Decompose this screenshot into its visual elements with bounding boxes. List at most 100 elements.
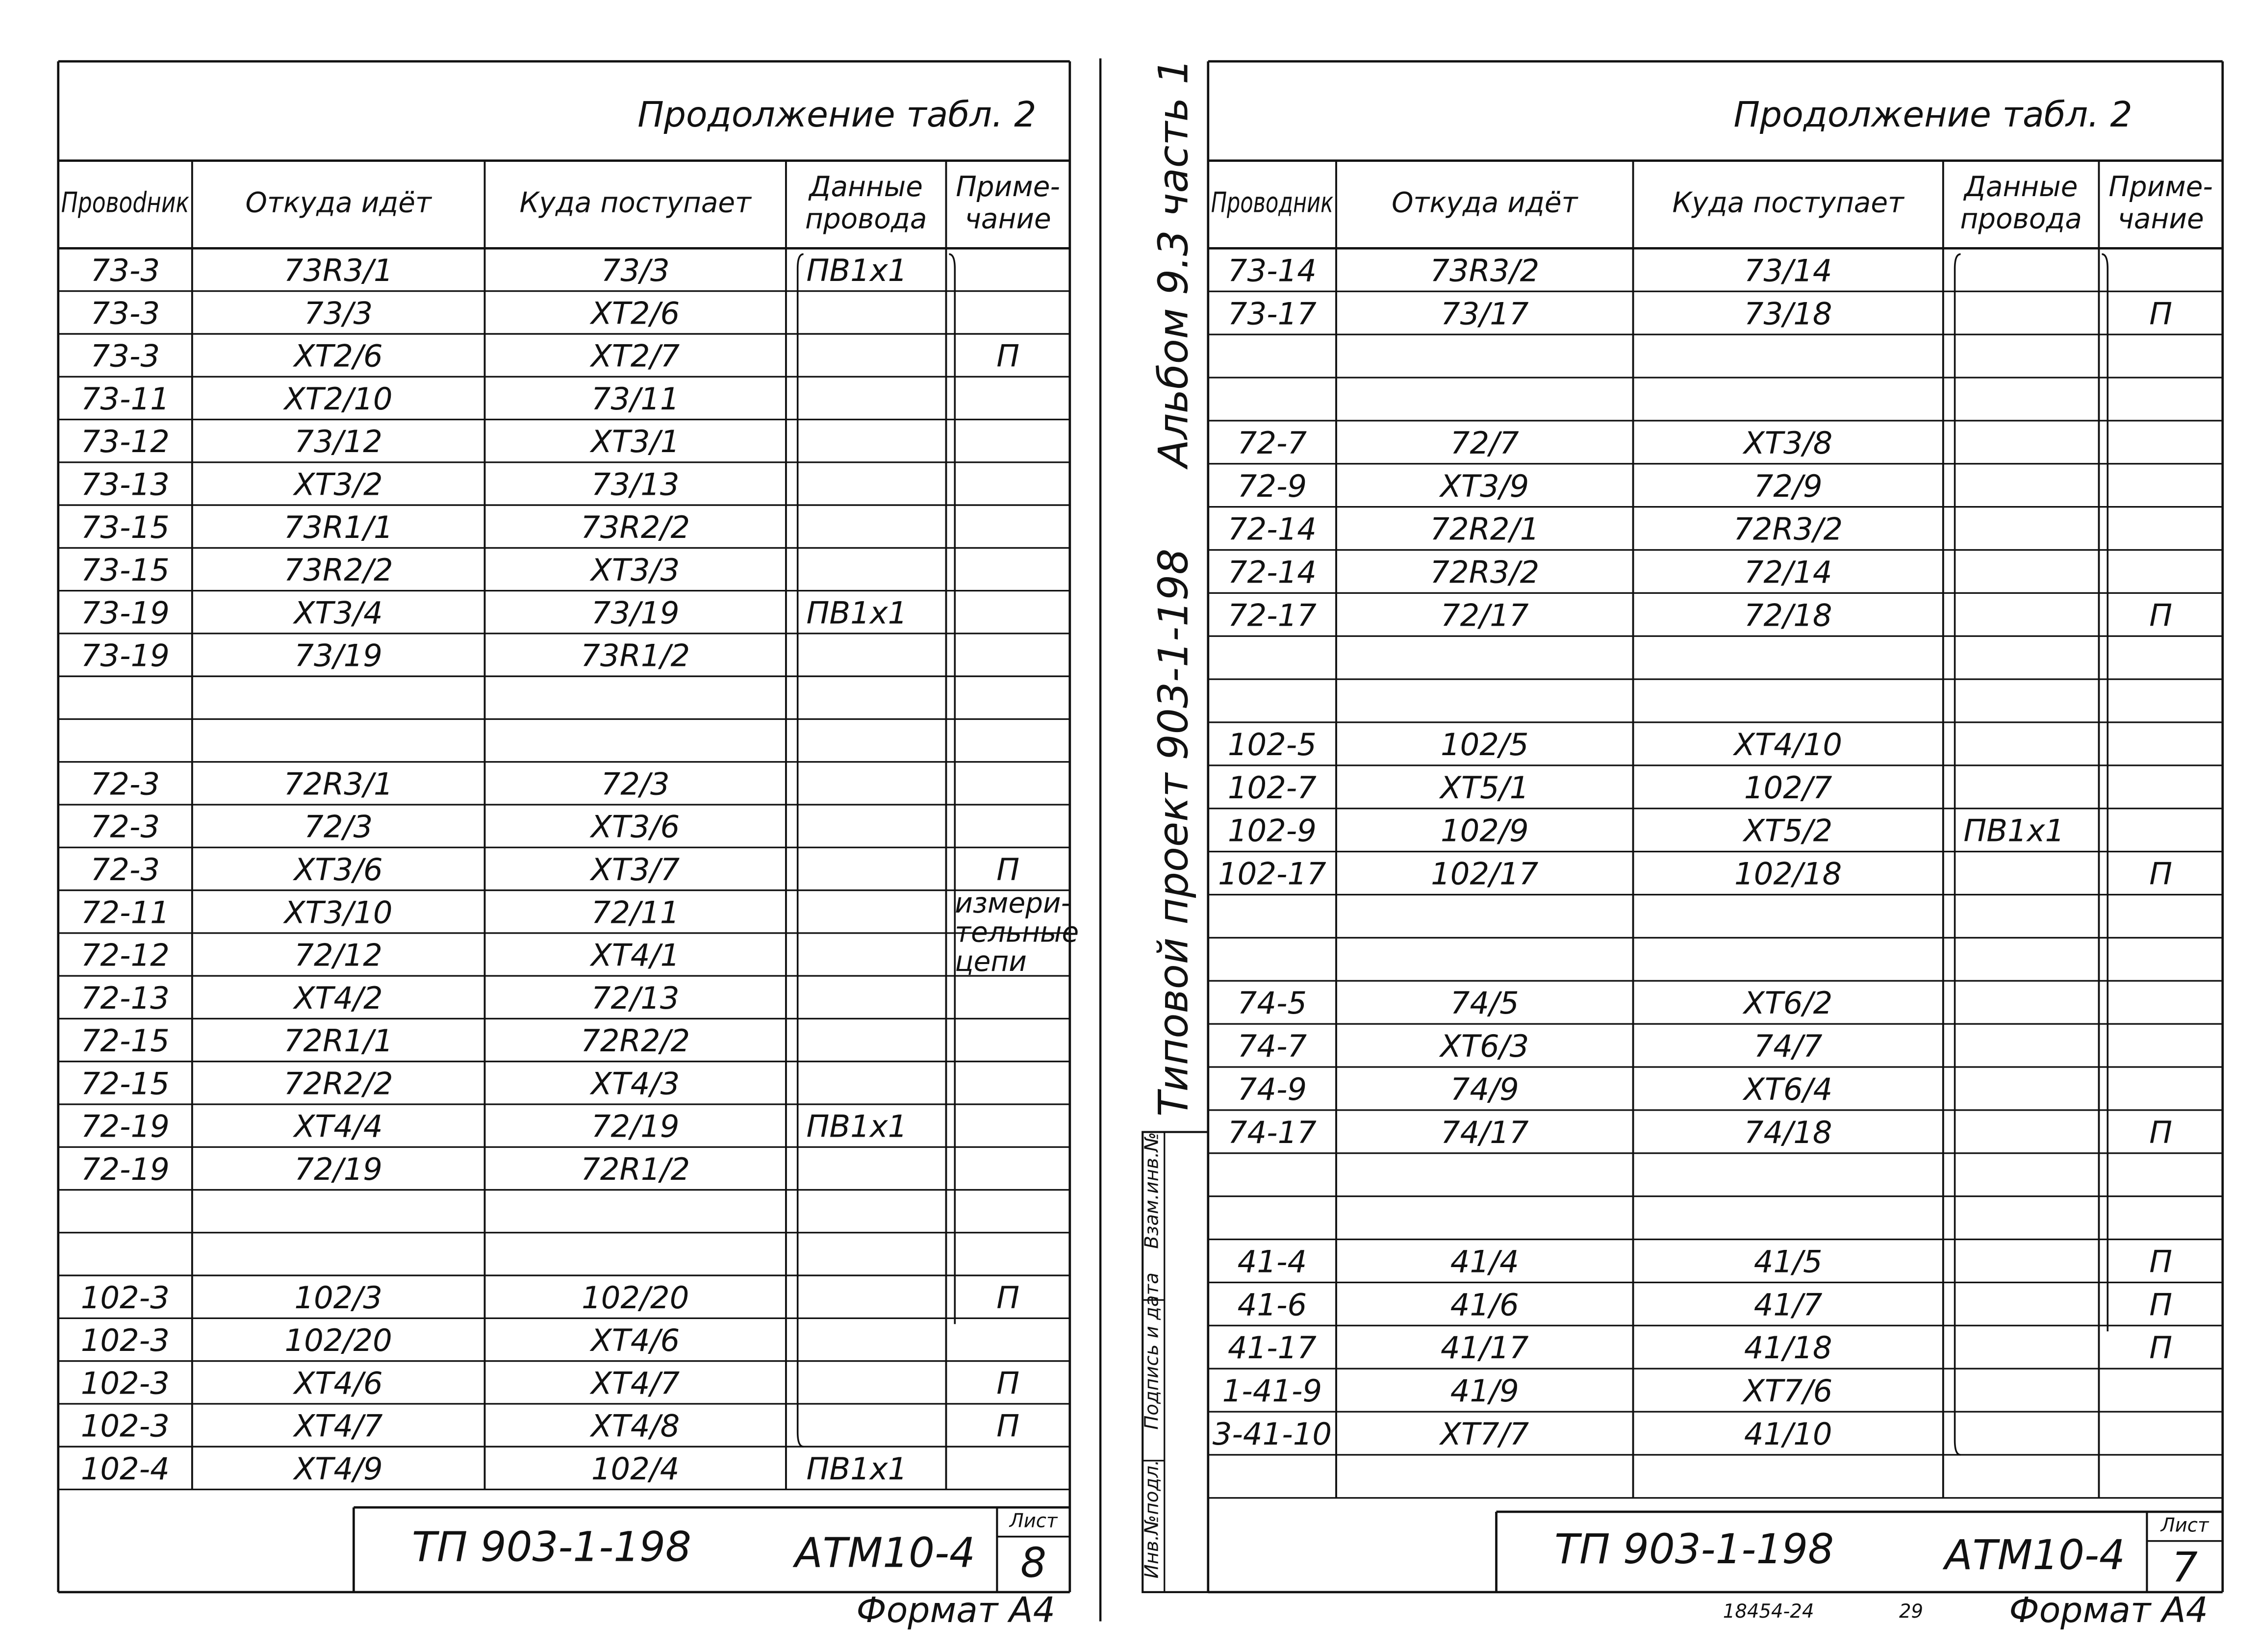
cell: ХТ7/7 — [1439, 1416, 1529, 1452]
cell: 72-19 — [81, 1109, 170, 1144]
side-stamp — [1142, 1131, 1209, 1593]
cell: 73-13 — [81, 466, 170, 502]
cell: ХТ3/8 — [1742, 425, 1832, 461]
cell: 72/13 — [591, 980, 680, 1016]
column-header: Проводник — [1211, 187, 1333, 219]
bracket — [1954, 253, 1961, 1456]
column-header: Откуда идёт — [246, 187, 432, 219]
cell: 73R2/2 — [581, 509, 690, 545]
cell: 73/13 — [591, 466, 680, 502]
footer-number: 18454-24 — [1723, 1601, 1814, 1623]
cell: 72/11 — [591, 894, 680, 930]
cell: ХТ6/2 — [1742, 985, 1832, 1021]
cell: 72-11 — [81, 894, 170, 930]
cell: 102-7 — [1228, 770, 1317, 806]
cell: 72-13 — [81, 980, 170, 1016]
column-header: Откуда идёт — [1392, 187, 1578, 219]
cell: 72R3/1 — [284, 766, 393, 802]
cell: 73-17 — [1228, 296, 1317, 331]
cell: 72-14 — [1228, 554, 1317, 590]
cell: 73/3 — [304, 295, 373, 331]
cell: 41-6 — [1238, 1287, 1307, 1322]
cell: П — [996, 852, 1019, 888]
cell: 74/9 — [1450, 1071, 1519, 1107]
column-header: Провоdник — [61, 187, 189, 219]
cell: 73-3 — [91, 295, 160, 331]
cell: 72/19 — [294, 1151, 382, 1187]
cell: 102/20 — [582, 1280, 689, 1316]
cell: 41/10 — [1744, 1416, 1832, 1452]
cell: 72/12 — [294, 937, 382, 973]
cell: 72-3 — [91, 852, 160, 888]
cell: П — [2149, 1244, 2172, 1279]
bracket — [2102, 253, 2109, 1332]
format: Формат А4 — [856, 1590, 1055, 1630]
cell: 73-12 — [81, 424, 170, 459]
cell: 41/5 — [1754, 1244, 1823, 1279]
cell: 72R2/1 — [1430, 511, 1539, 547]
column-header: Приме- — [956, 171, 1060, 203]
cell: ХТ4/4 — [293, 1109, 383, 1144]
cell: 102/20 — [285, 1322, 392, 1358]
cell: 72-3 — [91, 809, 160, 845]
cell: П — [2149, 1115, 2172, 1150]
cell: 102-9 — [1228, 813, 1317, 849]
cell: 73R1/1 — [284, 509, 393, 545]
cell: 73-3 — [91, 253, 160, 288]
cell: ХТ3/3 — [589, 552, 680, 588]
column-header: провода — [1960, 203, 2081, 235]
cell: 72-12 — [81, 937, 170, 973]
cell: 72/9 — [1754, 468, 1823, 504]
cell: 72R2/2 — [284, 1066, 393, 1101]
cell: ХТ2/6 — [589, 295, 680, 331]
cell: 102/5 — [1441, 727, 1529, 762]
cell: 73-3 — [91, 338, 160, 374]
cell: ХТ3/9 — [1439, 468, 1529, 504]
cell: 73R3/1 — [284, 253, 393, 288]
sheet-label: Лист — [1009, 1510, 1058, 1532]
cell: П — [996, 1408, 1019, 1444]
cell: ХТ4/2 — [293, 980, 383, 1016]
column-header: Приме- — [2108, 171, 2212, 203]
cell: 102-4 — [81, 1451, 170, 1487]
cell: ХТ3/4 — [293, 595, 383, 631]
cell: 73-19 — [81, 595, 170, 631]
note: цепи — [955, 946, 1027, 978]
cell: 102-3 — [81, 1408, 170, 1444]
cell: ХТ2/6 — [293, 338, 383, 374]
cell: П — [996, 1365, 1019, 1401]
format: Формат А4 — [2009, 1590, 2208, 1630]
bracket — [949, 253, 956, 1324]
cell: 72/18 — [1744, 597, 1832, 633]
cell: 74/5 — [1450, 985, 1519, 1021]
side-stamp-label: Взам.инв.№ — [1141, 1132, 1163, 1249]
cell: 72/19 — [591, 1109, 680, 1144]
column-header: чание — [2118, 203, 2204, 235]
column-header: Куда поступает — [520, 187, 752, 219]
cell: 102-5 — [1228, 727, 1317, 762]
cell: 72/3 — [601, 766, 670, 802]
cell: 73R3/2 — [1430, 253, 1539, 288]
cell: ХТ4/1 — [589, 937, 680, 973]
cell: 1-41-9 — [1222, 1373, 1322, 1409]
cell: ПВ1х1 — [807, 1109, 908, 1144]
cell: 102-3 — [81, 1365, 170, 1401]
cell: ХТ5/1 — [1439, 770, 1529, 806]
footer-number: 29 — [1899, 1601, 1923, 1623]
cell: 73-11 — [81, 381, 170, 417]
cell: ПВ1х1 — [807, 1451, 908, 1487]
cell: ХТ3/6 — [589, 809, 680, 845]
cell: 41/6 — [1450, 1287, 1519, 1322]
stamp-project: ТП 903-1-198 — [412, 1523, 691, 1571]
stamp-project: ТП 903-1-198 — [1554, 1525, 1834, 1573]
cell: 41-17 — [1228, 1330, 1317, 1366]
cell: ХТ4/6 — [293, 1365, 383, 1401]
cell: 72-15 — [81, 1066, 170, 1101]
cell: 41/9 — [1450, 1373, 1519, 1409]
cell: 73/11 — [591, 381, 680, 417]
cell: 102-3 — [81, 1280, 170, 1316]
cell: ХТ4/7 — [589, 1365, 680, 1401]
cell: 73/3 — [601, 253, 670, 288]
cell: 74-17 — [1228, 1115, 1317, 1150]
